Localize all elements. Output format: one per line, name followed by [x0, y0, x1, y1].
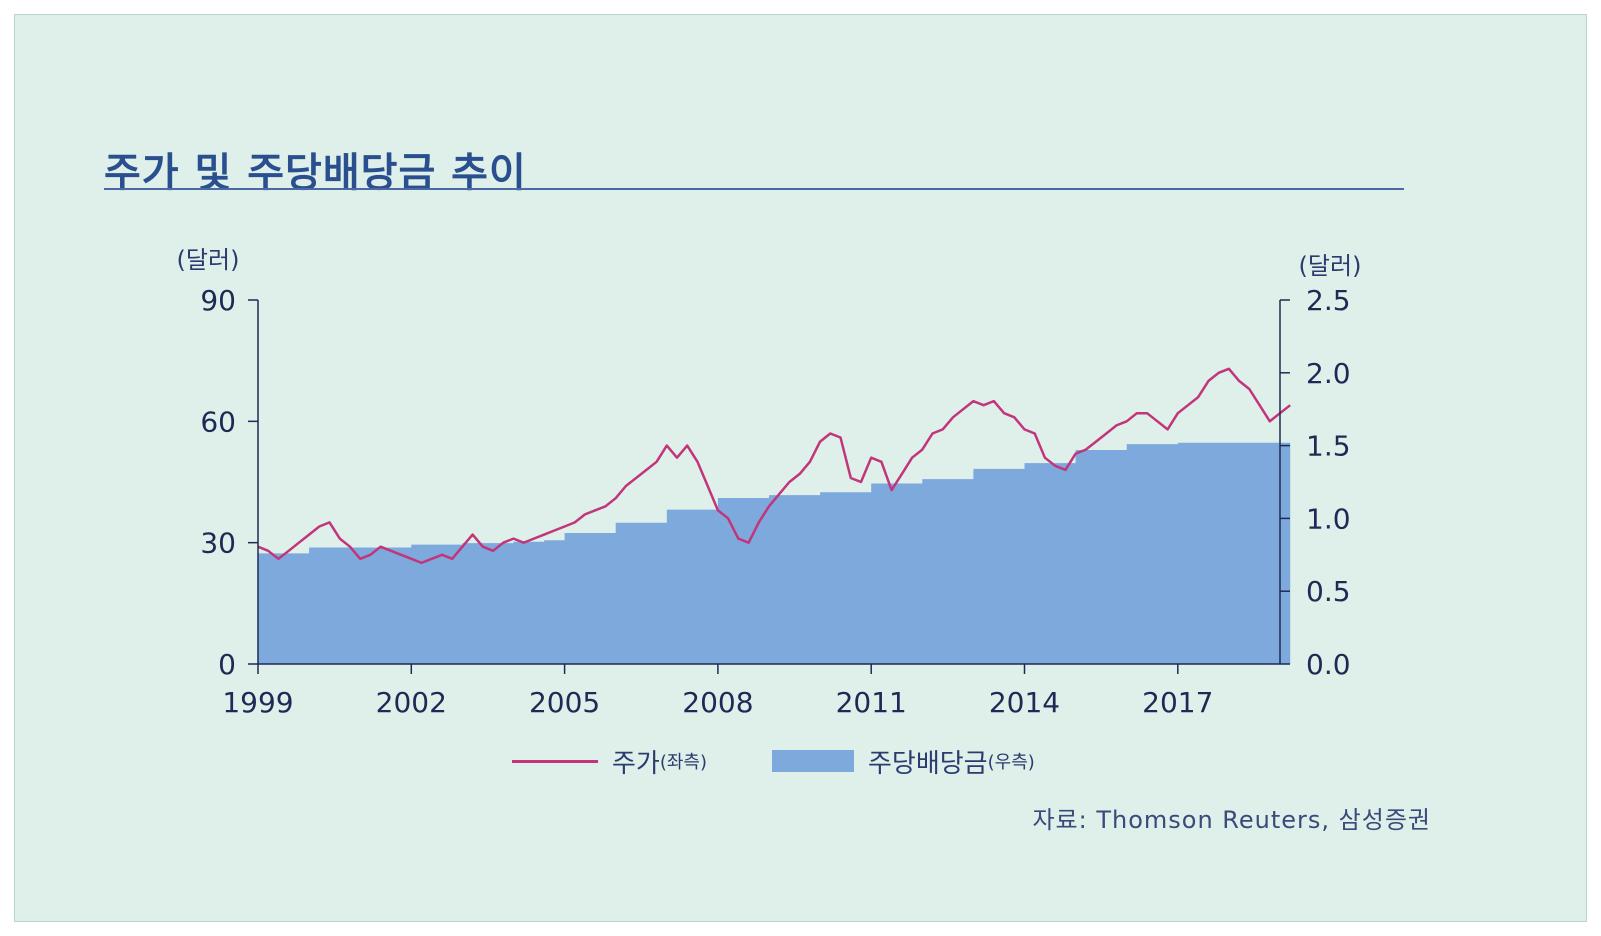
y-right-tick-label: 2.0: [1306, 357, 1351, 390]
legend-dividend-swatch: [772, 750, 854, 772]
price-line: [257, 367, 1291, 565]
y-left-unit: (달러): [177, 246, 240, 274]
legend-price-label: 주가: [612, 748, 660, 779]
legend-dividend-label: 주당배당금: [868, 748, 988, 779]
x-tick-label: 2017: [1142, 686, 1213, 719]
y-left-tick-label: 30: [200, 527, 236, 560]
x-tick-label: 2011: [836, 686, 907, 719]
y-left-tick-label: 60: [200, 405, 236, 438]
legend-item-price: 주가 (좌측): [512, 745, 708, 779]
title-underline: [104, 188, 1404, 190]
y-right-tick-label: 2.5: [1306, 284, 1351, 317]
y-right-tick-label: 0.0: [1306, 648, 1351, 681]
x-tick-label: 2005: [529, 686, 600, 719]
y-right-tick-label: 1.5: [1306, 430, 1351, 463]
x-tick-label: 1999: [222, 686, 293, 719]
dividend-area: [258, 442, 1291, 664]
y-right-tick-label: 1.0: [1306, 502, 1351, 535]
x-tick-label: 2002: [376, 686, 447, 719]
y-right-unit: (달러): [1299, 252, 1362, 280]
y-left-tick-label: 90: [200, 284, 236, 317]
legend-item-dividend: 주당배당금 (우측): [772, 745, 1035, 779]
x-tick-label: 2008: [682, 686, 753, 719]
y-right-tick-label: 0.5: [1306, 575, 1351, 608]
y-left-tick-label: 0: [218, 648, 236, 681]
legend-dividend-side: (우측): [987, 752, 1035, 773]
legend-price-side: (좌측): [659, 752, 708, 773]
source-note: 자료: Thomson Reuters, 삼성증권: [1032, 806, 1431, 834]
legend-price-swatch: [512, 759, 598, 763]
x-tick-label: 2014: [989, 686, 1060, 719]
